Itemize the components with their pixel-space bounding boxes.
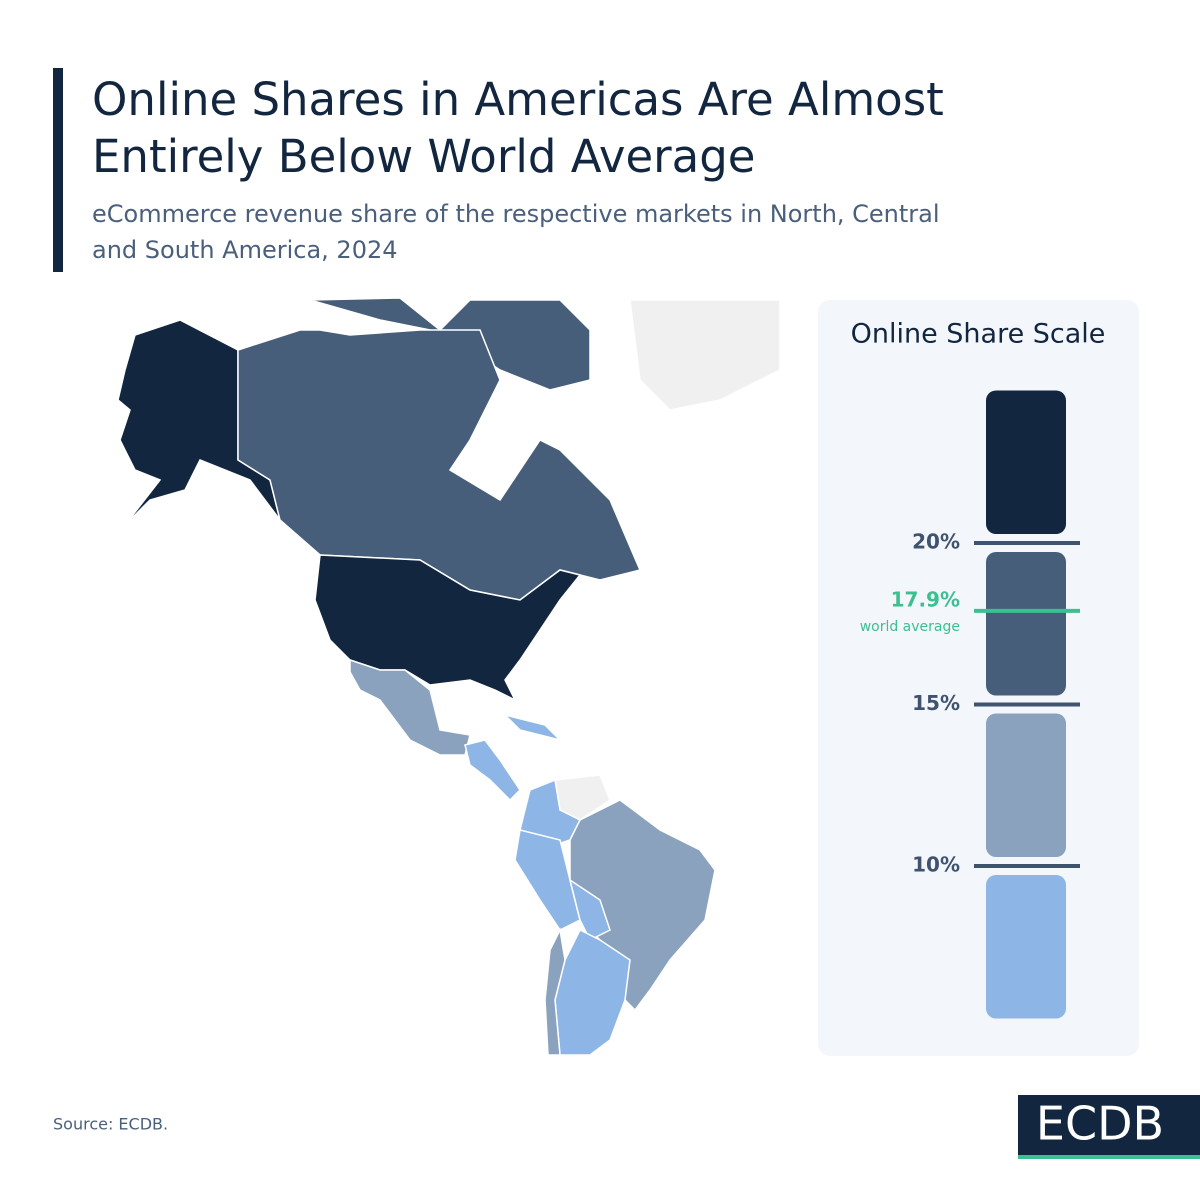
title: Entirely Below World Average bbox=[92, 130, 756, 183]
chile bbox=[544, 927, 566, 1056]
greenland bbox=[629, 299, 781, 411]
scale-bin bbox=[986, 713, 1066, 857]
peru bbox=[514, 829, 581, 931]
subtitle: eCommerce revenue share of the respectiv… bbox=[92, 200, 940, 228]
bolivia bbox=[568, 878, 611, 942]
scale-title: Online Share Scale bbox=[851, 319, 1106, 350]
tick-label: 10% bbox=[912, 853, 960, 877]
map bbox=[117, 297, 781, 1056]
tick-label: 20% bbox=[912, 530, 960, 554]
source: Source: ECDB. bbox=[53, 1115, 168, 1134]
logo: ECDB bbox=[1036, 1097, 1164, 1151]
central-america bbox=[464, 739, 521, 802]
subtitle: and South America, 2024 bbox=[92, 236, 398, 264]
scale-bin bbox=[986, 552, 1066, 696]
world-average-note: world average bbox=[860, 619, 960, 635]
tick-label: 15% bbox=[912, 691, 960, 715]
scale-bin bbox=[986, 875, 1066, 1019]
scale-panel bbox=[818, 300, 1139, 1056]
canada bbox=[237, 329, 642, 601]
world-average-label: 17.9% bbox=[891, 587, 960, 611]
scale: 20% 15% 10% 17.9% world average bbox=[860, 390, 1080, 1019]
logo-underline bbox=[1018, 1155, 1200, 1159]
logo-box bbox=[1018, 1095, 1200, 1157]
mexico bbox=[349, 658, 471, 756]
title: Online Shares in Americas Are Almost bbox=[92, 73, 944, 126]
caribbean bbox=[502, 713, 563, 742]
scale-bin bbox=[986, 390, 1066, 534]
accent-bar bbox=[53, 68, 63, 272]
